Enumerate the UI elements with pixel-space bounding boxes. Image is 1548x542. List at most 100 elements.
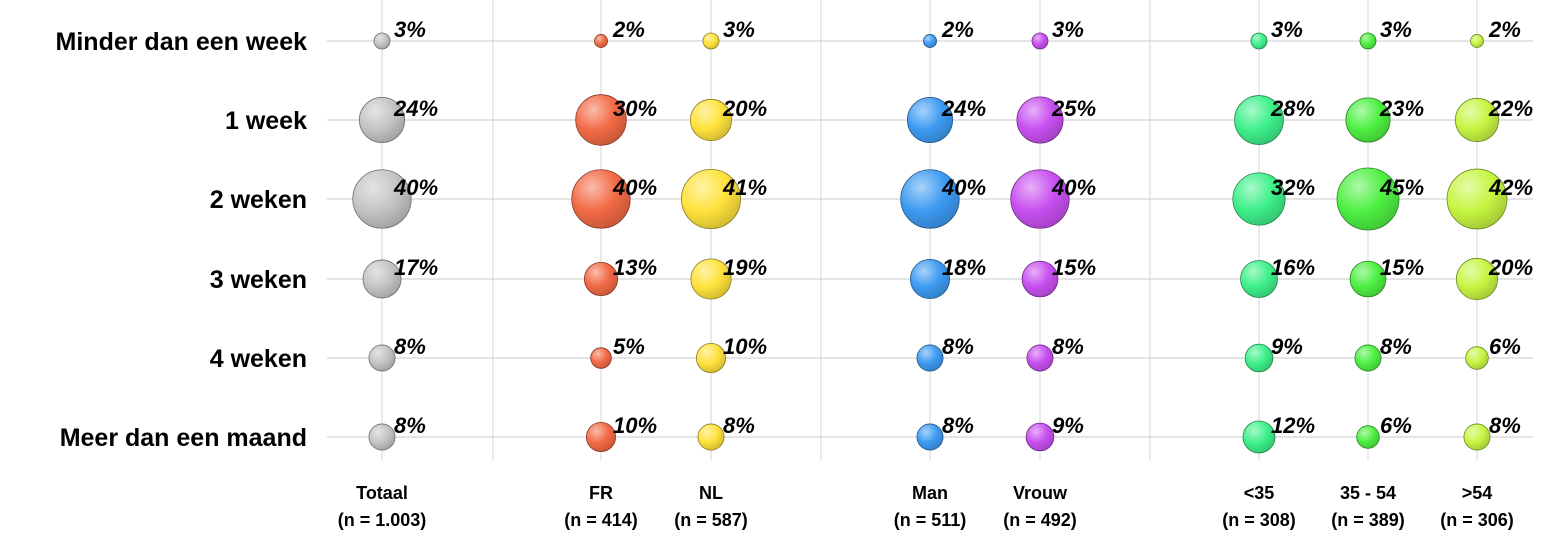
column-label: >54 <box>1462 483 1493 503</box>
bubble <box>1446 168 1508 230</box>
value-label: 25% <box>1051 96 1096 121</box>
bubble <box>1021 260 1059 298</box>
bubble <box>1463 423 1491 451</box>
bubble <box>1250 32 1268 50</box>
value-label: 8% <box>1380 334 1412 359</box>
value-label: 8% <box>1052 334 1084 359</box>
column-label: FR <box>589 483 613 503</box>
bubble <box>1026 344 1054 372</box>
bubble <box>1356 425 1380 449</box>
value-label: 24% <box>393 96 438 121</box>
value-label: 6% <box>1489 334 1521 359</box>
column-labels: Totaal (n = 1.003) FR (n = 414) NL (n = 587) M… <box>338 483 1514 530</box>
column-sample-size: (n = 306) <box>1440 510 1514 530</box>
bubbles <box>352 32 1508 454</box>
value-label: 30% <box>613 96 657 121</box>
value-label: 16% <box>1271 255 1315 280</box>
value-label: 10% <box>613 413 657 438</box>
column-sample-size: (n = 389) <box>1331 510 1405 530</box>
row-label: 2 weken <box>210 186 307 214</box>
bubble <box>594 34 608 48</box>
bubble <box>1025 422 1055 452</box>
bubble <box>1242 420 1276 454</box>
bubble <box>923 34 937 48</box>
value-label: 3% <box>1271 17 1303 42</box>
column-label: 35 - 54 <box>1340 483 1396 503</box>
value-label: 13% <box>613 255 657 280</box>
value-label: 9% <box>1052 413 1084 438</box>
bubble <box>575 94 627 146</box>
value-label: 8% <box>1489 413 1521 438</box>
bubble <box>1454 97 1500 143</box>
value-label: 2% <box>941 17 974 42</box>
bubble <box>1016 96 1064 144</box>
bubble <box>1240 260 1278 298</box>
bubble <box>1349 260 1387 298</box>
value-label: 19% <box>723 255 767 280</box>
value-label: 17% <box>394 255 438 280</box>
value-label: 22% <box>1488 96 1533 121</box>
value-label: 8% <box>723 413 755 438</box>
value-label: 40% <box>393 175 438 200</box>
bubble <box>1234 95 1284 145</box>
bubble <box>681 169 741 229</box>
column-sample-size: (n = 511) <box>894 510 967 530</box>
bubble <box>1470 34 1484 48</box>
bubble <box>916 344 944 372</box>
bubble <box>909 258 951 300</box>
bubble <box>697 423 725 451</box>
value-label: 24% <box>941 96 986 121</box>
value-label: 23% <box>1379 96 1424 121</box>
grid-lines <box>327 0 1533 460</box>
column-label: Totaal <box>356 483 408 503</box>
value-label: 8% <box>394 413 426 438</box>
bubble <box>352 169 412 229</box>
value-label: 3% <box>394 17 426 42</box>
bubble <box>362 259 402 299</box>
bubble <box>689 98 733 142</box>
column-label: Vrouw <box>1013 483 1068 503</box>
column-label: Man <box>912 483 948 503</box>
bubble <box>690 258 732 300</box>
value-label: 28% <box>1270 96 1315 121</box>
value-label: 40% <box>1051 175 1096 200</box>
value-label: 41% <box>722 175 767 200</box>
bubble <box>1031 32 1049 50</box>
bubble <box>585 421 617 453</box>
bubble <box>906 96 954 144</box>
column-sample-size: (n = 1.003) <box>338 510 427 530</box>
bubble <box>1354 344 1382 372</box>
value-label: 2% <box>612 17 645 42</box>
column-sample-size: (n = 414) <box>564 510 638 530</box>
value-label: 5% <box>613 334 645 359</box>
bubble <box>1244 343 1274 373</box>
value-label: 32% <box>1271 175 1315 200</box>
row-labels: Minder dan een week 1 week 2 weken 3 weken 4… <box>56 28 308 452</box>
value-label: 15% <box>1380 255 1424 280</box>
bubble <box>702 32 720 50</box>
value-label: 20% <box>722 96 767 121</box>
bubble <box>368 423 396 451</box>
bubble <box>1336 167 1400 231</box>
bubble <box>1345 97 1391 143</box>
bubble <box>1232 172 1286 226</box>
value-labels: 3% 24% 40% 17% 8% 8% 2% 30% 40% 13% 5% 10% 3% 20% 41% 1… <box>393 17 1533 438</box>
bubble <box>358 96 406 144</box>
value-label: 20% <box>1488 255 1533 280</box>
value-label: 40% <box>612 175 657 200</box>
column-sample-size: (n = 492) <box>1003 510 1077 530</box>
value-label: 12% <box>1271 413 1315 438</box>
column-sample-size: (n = 308) <box>1222 510 1296 530</box>
value-label: 18% <box>942 255 986 280</box>
bubble <box>583 261 619 297</box>
row-label: 3 weken <box>210 266 307 294</box>
column-label: NL <box>699 483 723 503</box>
bubble <box>571 169 631 229</box>
value-label: 42% <box>1488 175 1533 200</box>
bubble <box>373 32 391 50</box>
value-label: 10% <box>723 334 767 359</box>
value-label: 3% <box>1380 17 1412 42</box>
value-label: 40% <box>941 175 986 200</box>
row-label: 1 week <box>225 107 307 135</box>
